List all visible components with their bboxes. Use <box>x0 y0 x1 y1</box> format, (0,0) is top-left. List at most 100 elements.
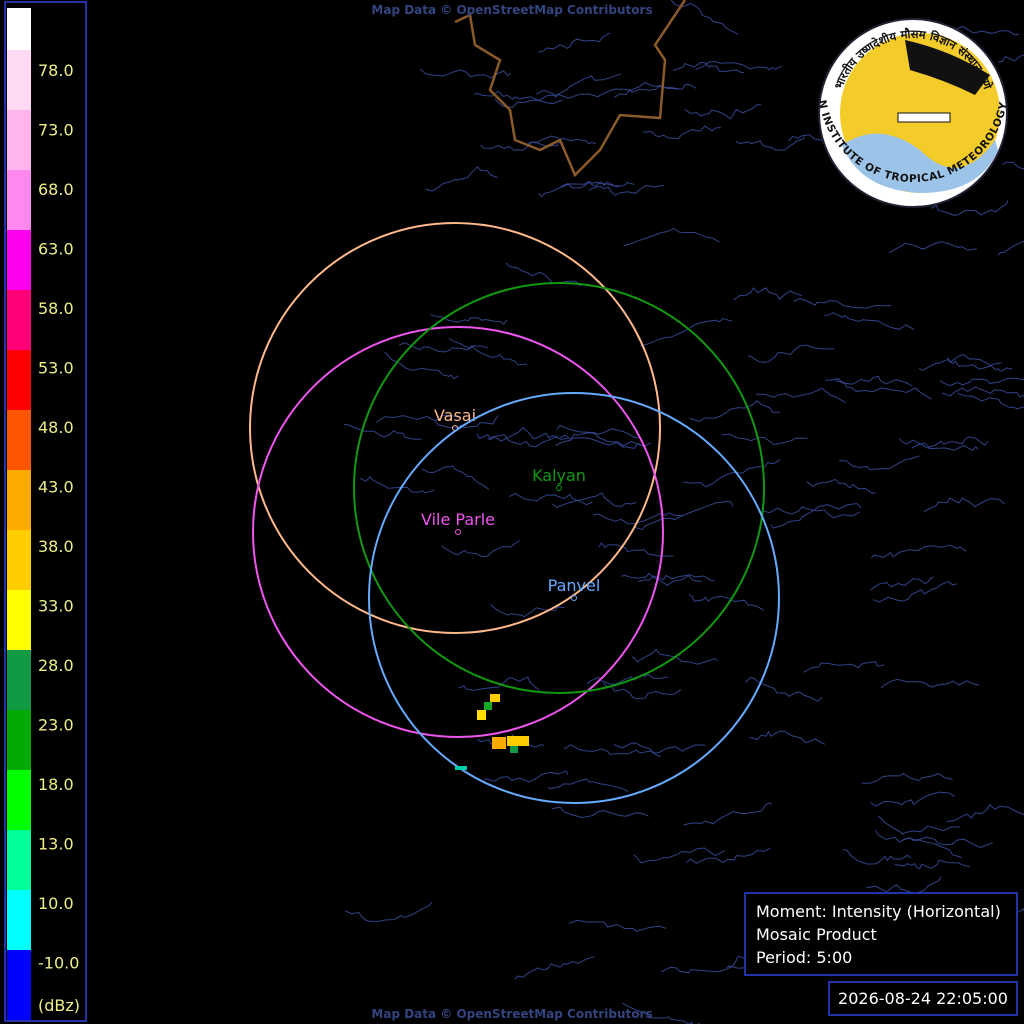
boundary <box>454 0 687 178</box>
legend-swatch <box>7 290 31 350</box>
river <box>638 574 715 582</box>
river <box>525 137 596 147</box>
legend-frame <box>4 1 87 1022</box>
river <box>593 512 684 525</box>
river <box>770 502 862 529</box>
river <box>622 1002 700 1024</box>
river <box>745 677 823 702</box>
river <box>621 572 702 587</box>
logo-arrow <box>897 112 951 123</box>
river <box>563 744 662 758</box>
legend-swatch <box>7 230 31 290</box>
river <box>997 54 1024 63</box>
legend-swatch <box>7 8 31 50</box>
river <box>686 847 771 865</box>
echo <box>490 694 500 702</box>
river <box>623 228 720 247</box>
river <box>902 836 993 849</box>
river <box>344 901 433 922</box>
river <box>918 359 1002 371</box>
radar-range <box>252 326 664 738</box>
river <box>634 501 734 531</box>
river <box>875 829 962 858</box>
river <box>923 497 1005 513</box>
legend-label: 10.0 <box>38 894 74 913</box>
info-line: Moment: Intensity (Horizontal) <box>756 902 1001 921</box>
river <box>588 184 664 196</box>
river <box>476 433 559 448</box>
echo <box>510 746 518 753</box>
river <box>843 848 912 865</box>
map-credit: Map Data © OpenStreetMap Contributors <box>371 1007 652 1021</box>
legend: 78.0 73.0 68.0 63.0 58.0 53.0 48.0 43.0 38.0 33.0… <box>7 8 80 1020</box>
river <box>359 476 435 494</box>
river <box>866 876 942 894</box>
river <box>947 354 1013 372</box>
echoes <box>455 694 529 770</box>
river <box>587 673 669 685</box>
legend-label: -10.0 <box>38 954 79 973</box>
river <box>660 955 751 974</box>
river <box>560 181 635 189</box>
river <box>825 375 913 387</box>
river <box>803 661 885 673</box>
stations: Vasai Vile Parle Kalyan Panvel <box>249 222 780 804</box>
river <box>898 438 979 451</box>
river <box>642 125 721 140</box>
river <box>538 32 611 53</box>
logo-sea <box>842 133 998 193</box>
river <box>538 180 620 198</box>
river <box>487 426 568 442</box>
river <box>631 648 718 665</box>
radar-range <box>249 222 661 634</box>
station-label: Vile Parle <box>421 510 495 529</box>
legend-label: 48.0 <box>38 418 74 437</box>
legend-swatch <box>7 350 31 410</box>
river <box>941 386 1024 398</box>
river <box>735 136 806 151</box>
river <box>421 465 490 490</box>
river <box>733 287 802 301</box>
river <box>419 68 511 79</box>
legend-swatch <box>7 50 31 110</box>
river <box>1002 161 1024 170</box>
river <box>514 956 596 980</box>
legend-swatch <box>7 470 31 530</box>
river <box>930 200 1009 216</box>
radar-site <box>571 595 577 601</box>
river <box>824 312 915 331</box>
info-line: Period: 5:00 <box>756 948 852 967</box>
echo <box>455 766 467 770</box>
info-line: Mosaic Product <box>756 925 877 944</box>
rivers <box>343 0 1024 1024</box>
legend-label: 63.0 <box>38 240 74 259</box>
river <box>448 338 528 366</box>
river <box>871 544 967 559</box>
river <box>870 791 955 807</box>
river <box>434 415 499 429</box>
legend-swatch <box>7 890 31 950</box>
river <box>484 770 569 783</box>
river <box>688 594 764 611</box>
radar-range <box>368 392 780 804</box>
river <box>474 90 563 105</box>
river <box>877 815 960 835</box>
legend-swatch <box>7 710 31 770</box>
legend-swatch <box>7 170 31 230</box>
station-label: Vasai <box>434 406 476 425</box>
legend-label: 18.0 <box>38 775 74 794</box>
legend-label: 58.0 <box>38 299 74 318</box>
legend-label: 23.0 <box>38 716 74 735</box>
map-credit: Map Data © OpenStreetMap Contributors <box>371 3 652 17</box>
river <box>458 676 540 691</box>
info-box <box>744 892 1018 976</box>
river <box>684 104 762 120</box>
legend-swatch <box>7 110 31 170</box>
river <box>957 392 1024 410</box>
timestamp-box <box>828 981 1018 1016</box>
radar-range <box>353 282 765 694</box>
legend-label: 33.0 <box>38 597 74 616</box>
river <box>806 478 876 494</box>
legend-label: 78.0 <box>38 61 74 80</box>
legend-swatch <box>7 830 31 890</box>
